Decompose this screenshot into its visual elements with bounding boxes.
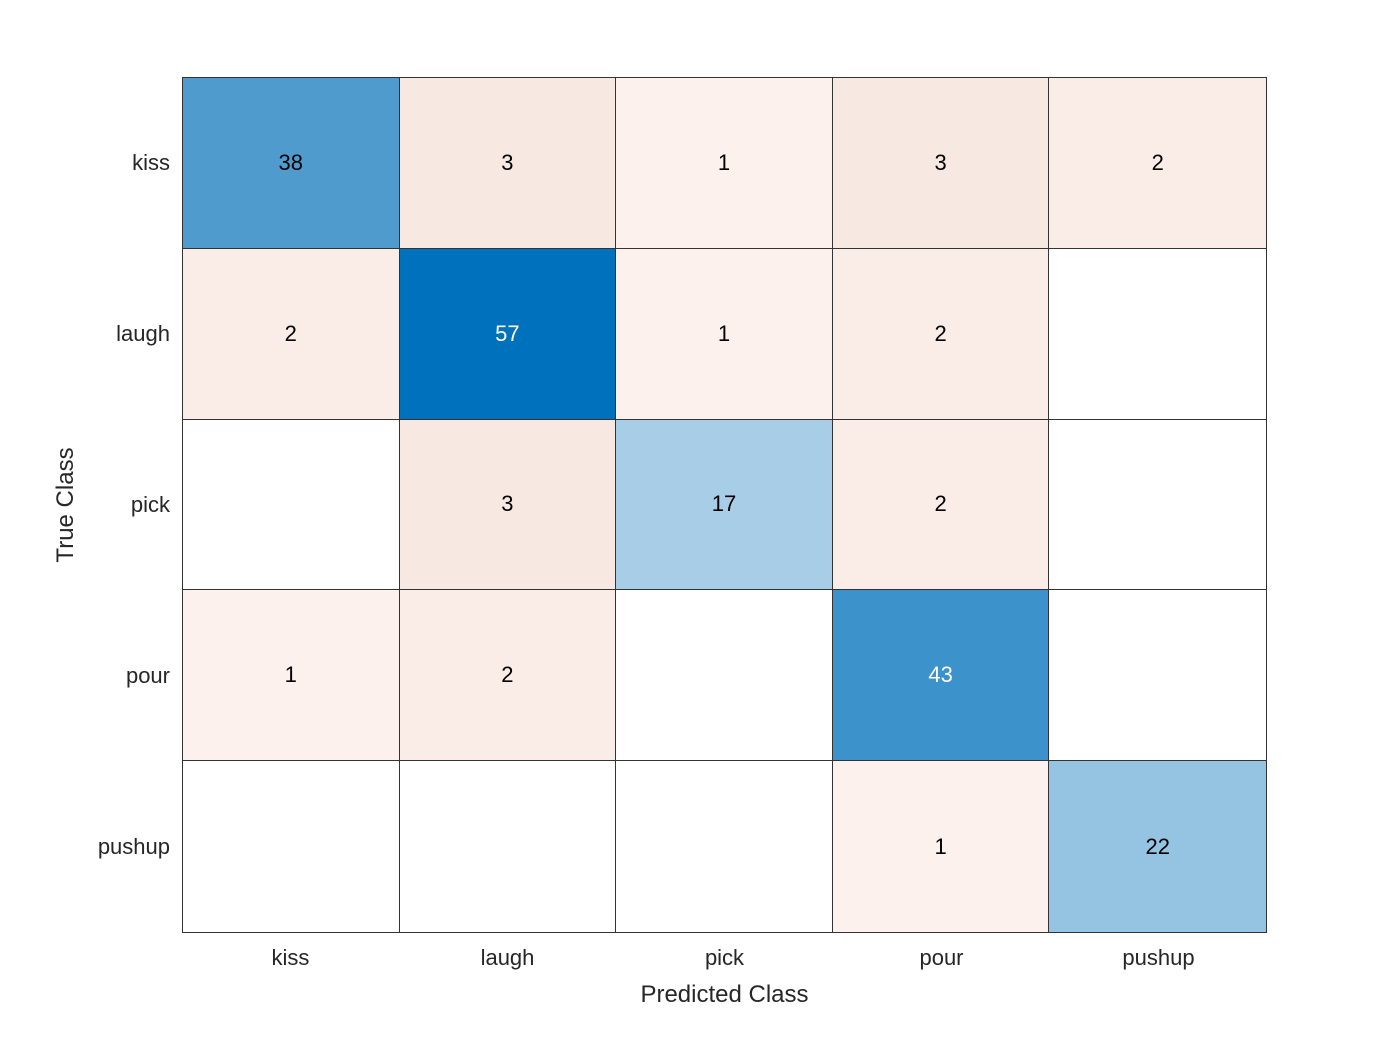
x-tick-label-laugh: laugh [480, 945, 535, 970]
x-tick-label-kiss: kiss [271, 945, 310, 970]
x-tick-label-pour: pour [919, 945, 964, 970]
matrix-cell-pour-pour: 43 [832, 590, 1050, 762]
matrix-cell-laugh-kiss: 2 [183, 248, 400, 420]
matrix-cell-pick-pushup [1049, 419, 1266, 591]
x-axis-tick-labels: kiss laugh pick pour pushup [182, 945, 1267, 975]
matrix-cell-pick-laugh: 3 [399, 419, 617, 591]
y-tick-label-pour: pour [125, 663, 170, 689]
matrix-cell-pour-kiss: 1 [183, 590, 400, 762]
x-tick-label-pushup: pushup [1122, 945, 1195, 970]
matrix-cell-pick-kiss [183, 419, 400, 591]
matrix-cell-pushup-pushup: 22 [1049, 761, 1266, 932]
matrix-cell-kiss-pushup: 2 [1049, 78, 1266, 249]
matrix-cell-kiss-pour: 3 [832, 78, 1050, 249]
matrix-cell-pour-laugh: 2 [399, 590, 617, 762]
y-tick-label-pushup: pushup [97, 834, 170, 860]
x-tick-label-pick: pick [704, 945, 745, 970]
matrix-cell-pushup-kiss [183, 761, 400, 932]
matrix-cell-laugh-laugh: 57 [399, 248, 617, 420]
matrix-cell-kiss-pick: 1 [616, 78, 833, 249]
matrix-cell-laugh-pick: 1 [616, 248, 833, 420]
matrix-cell-pick-pick: 17 [616, 419, 833, 591]
matrix-cell-laugh-pour: 2 [832, 248, 1050, 420]
matrix-cell-pushup-laugh [399, 761, 617, 932]
x-axis-title: Predicted Class [640, 981, 809, 1008]
y-axis-tick-labels: kiss laugh pick pour pushup [0, 77, 170, 933]
y-tick-label-pick: pick [130, 491, 170, 517]
y-tick-label-kiss: kiss [132, 149, 170, 175]
matrix-cell-pour-pick [616, 590, 833, 762]
confusion-matrix-grid: 38 3 1 3 2 2 57 1 2 3 17 2 1 2 43 1 22 [182, 77, 1267, 933]
matrix-cell-pushup-pour: 1 [832, 761, 1050, 932]
matrix-cell-pushup-pick [616, 761, 833, 932]
matrix-cell-pick-pour: 2 [832, 419, 1050, 591]
matrix-cell-pour-pushup [1049, 590, 1266, 762]
y-tick-label-laugh: laugh [116, 320, 170, 346]
matrix-cell-kiss-kiss: 38 [183, 78, 400, 249]
matrix-cell-kiss-laugh: 3 [399, 78, 617, 249]
matrix-cell-laugh-pushup [1049, 248, 1266, 420]
